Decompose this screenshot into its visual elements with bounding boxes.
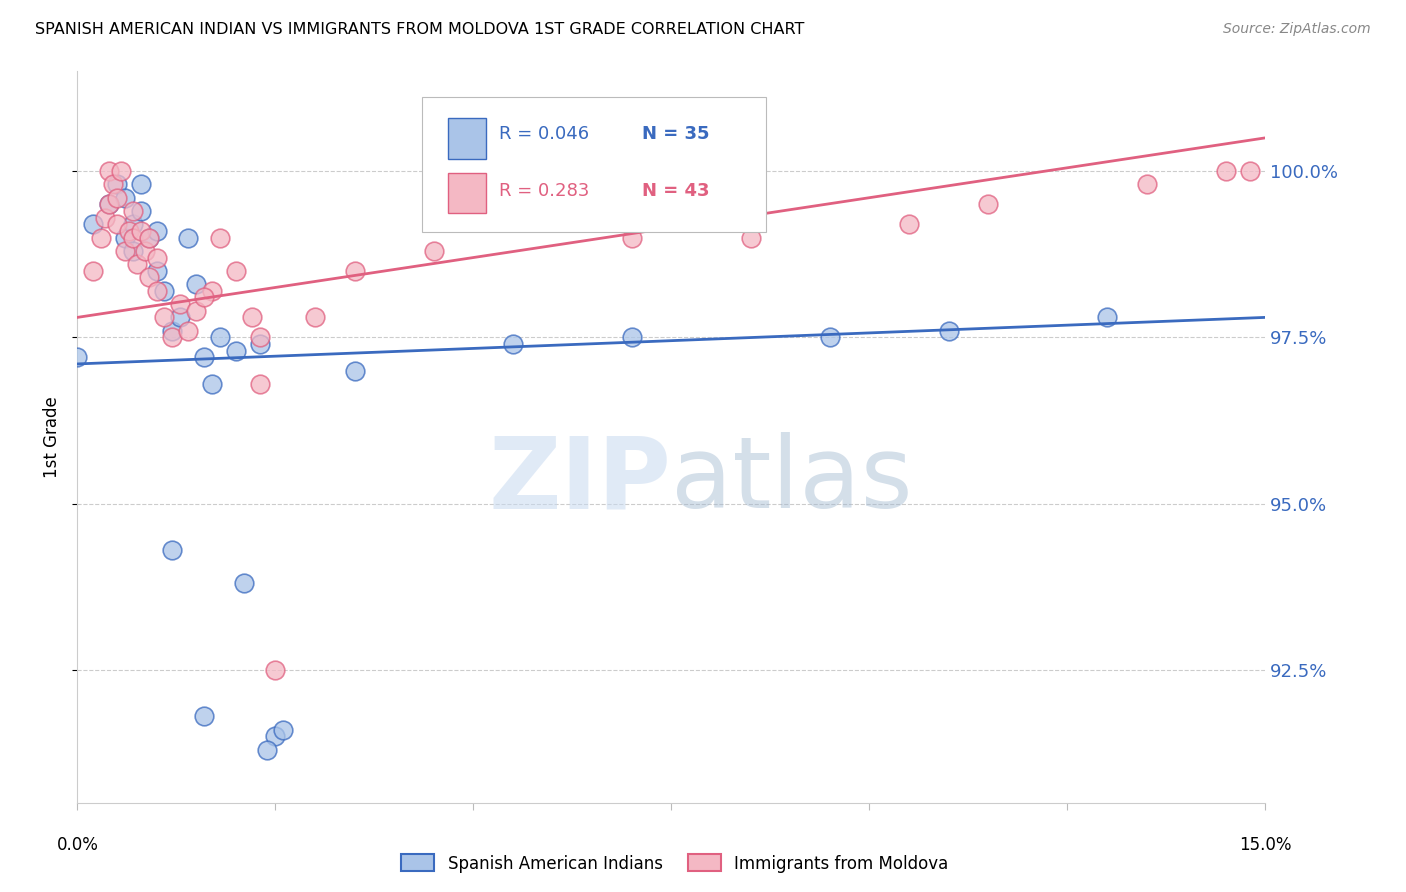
Point <box>162 543 184 558</box>
Text: R = 0.283: R = 0.283 <box>499 182 589 200</box>
Text: atlas: atlas <box>672 433 912 530</box>
Point <box>249 330 271 344</box>
Point <box>169 310 191 325</box>
Point <box>208 230 231 244</box>
Point <box>977 197 1000 211</box>
Point <box>82 217 104 231</box>
Point <box>98 197 121 211</box>
Point <box>240 310 263 325</box>
Point <box>138 230 160 244</box>
Point <box>129 224 152 238</box>
Point <box>343 264 366 278</box>
Point <box>271 723 294 737</box>
Point <box>153 310 176 325</box>
Point <box>162 324 184 338</box>
Point <box>98 197 121 211</box>
Point <box>1215 164 1237 178</box>
Y-axis label: 1st Grade: 1st Grade <box>42 396 60 478</box>
Bar <box>449 119 486 159</box>
Point <box>129 178 152 192</box>
Point <box>249 376 271 391</box>
Point <box>620 230 643 244</box>
Point <box>232 576 254 591</box>
Point <box>121 244 143 258</box>
Point <box>502 337 524 351</box>
Text: 15.0%: 15.0% <box>1239 836 1292 854</box>
Point <box>208 330 231 344</box>
Point <box>740 230 762 244</box>
Point <box>343 363 366 377</box>
Point <box>121 217 143 231</box>
Point <box>114 244 136 258</box>
Point <box>177 230 200 244</box>
Point <box>145 284 167 298</box>
Point <box>186 303 208 318</box>
Text: SPANISH AMERICAN INDIAN VS IMMIGRANTS FROM MOLDOVA 1ST GRADE CORRELATION CHART: SPANISH AMERICAN INDIAN VS IMMIGRANTS FR… <box>35 22 804 37</box>
Point <box>938 324 960 338</box>
Point <box>249 337 271 351</box>
Point <box>138 270 160 285</box>
Point <box>118 224 141 238</box>
Text: N = 35: N = 35 <box>641 126 709 144</box>
Point <box>193 290 215 304</box>
Text: N = 43: N = 43 <box>641 182 709 200</box>
Point <box>145 224 167 238</box>
Point <box>125 257 148 271</box>
Point <box>121 204 143 219</box>
Text: 0.0%: 0.0% <box>56 836 98 854</box>
Point <box>145 251 167 265</box>
Point <box>138 230 160 244</box>
Point <box>304 310 326 325</box>
Text: ZIP: ZIP <box>488 433 672 530</box>
Text: R = 0.046: R = 0.046 <box>499 126 589 144</box>
Point <box>1239 164 1261 178</box>
Point <box>129 204 152 219</box>
FancyBboxPatch shape <box>422 97 766 232</box>
Bar <box>449 173 486 213</box>
Point <box>121 230 143 244</box>
Point <box>66 351 89 365</box>
Point <box>423 244 446 258</box>
Point <box>169 297 191 311</box>
Point <box>201 376 224 391</box>
Point <box>110 164 132 178</box>
Point <box>193 709 215 723</box>
Point <box>193 351 215 365</box>
Point <box>201 284 224 298</box>
Point <box>105 178 128 192</box>
Point <box>134 244 156 258</box>
Point <box>105 217 128 231</box>
Point <box>256 742 278 756</box>
Point <box>114 191 136 205</box>
Point <box>898 217 921 231</box>
Point <box>82 264 104 278</box>
Text: Source: ZipAtlas.com: Source: ZipAtlas.com <box>1223 22 1371 37</box>
Point <box>177 324 200 338</box>
Point <box>264 663 287 677</box>
Point <box>186 277 208 292</box>
Point <box>98 164 121 178</box>
Point <box>162 330 184 344</box>
Point <box>101 178 124 192</box>
Legend: Spanish American Indians, Immigrants from Moldova: Spanish American Indians, Immigrants fro… <box>395 847 955 880</box>
Point <box>225 343 247 358</box>
Point <box>145 264 167 278</box>
Point <box>620 330 643 344</box>
Point <box>1136 178 1159 192</box>
Point <box>1095 310 1118 325</box>
Point <box>264 729 287 743</box>
Point <box>225 264 247 278</box>
Point <box>153 284 176 298</box>
Point <box>94 211 117 225</box>
Point <box>90 230 112 244</box>
Point <box>105 191 128 205</box>
Point <box>818 330 841 344</box>
Point <box>114 230 136 244</box>
